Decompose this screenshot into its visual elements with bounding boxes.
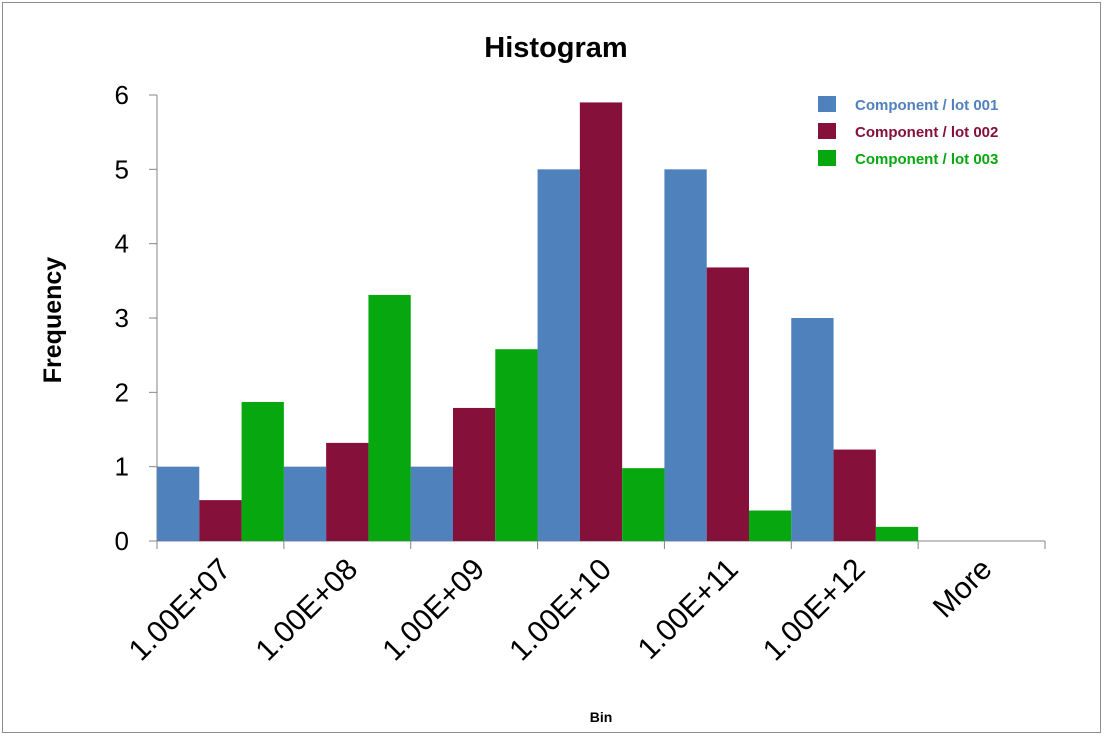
- bar-series-3-1: [368, 294, 411, 541]
- x-tick-label: 1.00E+09: [376, 553, 491, 668]
- bar-series-2-1: [326, 442, 369, 541]
- legend-label: Component / lot 003: [855, 151, 998, 168]
- y-tick-label: 4: [115, 229, 129, 259]
- legend-swatch: [818, 150, 836, 166]
- bars: [156, 102, 919, 542]
- bar-series-3-5: [875, 526, 919, 541]
- bar-series-3-4: [749, 510, 792, 541]
- y-axis: 0 1 2 3 4 5 6: [115, 80, 158, 556]
- bar-series-3-2: [495, 349, 538, 541]
- x-axis-label: Bin: [590, 709, 613, 725]
- chart-title: Histogram: [484, 32, 627, 64]
- y-tick-label: 3: [115, 303, 129, 333]
- legend-swatch: [818, 123, 836, 139]
- bar-series-1-4: [664, 169, 707, 542]
- y-tick-label: 1: [115, 452, 129, 482]
- y-tick-label: 2: [115, 377, 129, 407]
- bar-series-2-4: [706, 267, 750, 541]
- y-tick-label: 5: [115, 154, 129, 184]
- bar-series-2-5: [833, 449, 876, 541]
- bar-series-2-2: [452, 407, 496, 541]
- x-tick-label: More: [927, 553, 999, 625]
- x-axis: 1.00E+07 1.00E+08 1.00E+09 1.00E+10 1.00E+11…: [123, 540, 1046, 668]
- y-tick-label: 6: [115, 80, 129, 110]
- y-axis-label: Frequency: [39, 257, 67, 384]
- bar-series-1-5: [791, 318, 834, 541]
- x-tick-label: 1.00E+08: [249, 553, 364, 668]
- legend-swatch: [818, 96, 836, 112]
- bar-series-2-0: [199, 500, 242, 541]
- legend-label: Component / lot 002: [855, 124, 998, 141]
- bar-series-3-0: [241, 401, 284, 541]
- y-tick-label: 0: [115, 526, 129, 556]
- bar-series-1-3: [537, 169, 580, 542]
- bar-series-1-1: [283, 466, 327, 541]
- x-tick-label: 1.00E+11: [632, 553, 745, 666]
- legend: Component / lot 001 Component / lot 002 Co…: [818, 96, 998, 168]
- legend-label: Component / lot 001: [855, 97, 998, 114]
- x-tick-label: 1.00E+12: [757, 553, 872, 668]
- bar-series-2-3: [579, 102, 623, 541]
- bar-series-1-0: [156, 466, 200, 541]
- x-tick-label: 1.00E+07: [123, 553, 238, 668]
- bar-series-3-3: [622, 468, 665, 541]
- x-tick-label: 1.00E+10: [503, 553, 618, 668]
- bar-series-1-2: [410, 466, 453, 541]
